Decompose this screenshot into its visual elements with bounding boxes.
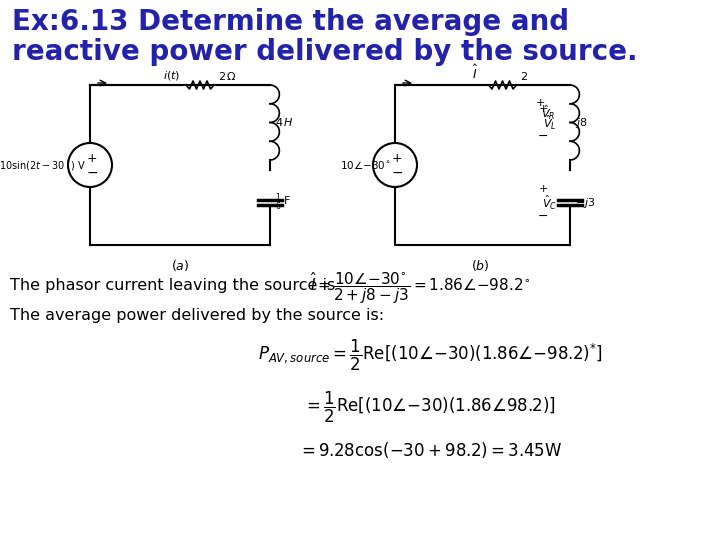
Text: Ex:6.13 Determine the average and: Ex:6.13 Determine the average and [12, 8, 569, 36]
Text: $\hat{I} = \dfrac{10\angle{-30^{\circ}}}{2 + j8 - j3} = 1.86\angle{-98.2^{\circ}: $\hat{I} = \dfrac{10\angle{-30^{\circ}}}… [310, 270, 530, 306]
Text: +: + [86, 152, 97, 165]
Text: $4\,H$: $4\,H$ [275, 117, 294, 129]
Text: +: + [539, 104, 548, 113]
Text: $(a)$: $(a)$ [171, 258, 189, 273]
Text: reactive power delivered by the source.: reactive power delivered by the source. [12, 38, 638, 66]
Text: $10\sin(2t-30^\circ)$ V: $10\sin(2t-30^\circ)$ V [0, 159, 86, 172]
Text: −: − [391, 166, 402, 180]
Text: $\hat{V}_C$: $\hat{V}_C$ [542, 193, 557, 212]
Text: $= 9.28\cos(-30 + 98.2) = 3.45\mathrm{W}$: $= 9.28\cos(-30 + 98.2) = 3.45\mathrm{W}… [298, 440, 562, 460]
Text: −: − [86, 166, 98, 180]
Text: +: + [392, 152, 402, 165]
Text: −: − [538, 210, 548, 223]
Text: $2$: $2$ [521, 70, 528, 82]
Text: $\hat{I}$: $\hat{I}$ [472, 64, 477, 82]
Text: +: + [539, 184, 548, 193]
Text: $= \dfrac{1}{2}\mathrm{Re}\left[(10\angle{-30})(1.86\angle{98.2})\right]$: $= \dfrac{1}{2}\mathrm{Re}\left[(10\angl… [303, 390, 557, 425]
Text: $(b)$: $(b)$ [471, 258, 490, 273]
Text: The phasor current leaving the source is: The phasor current leaving the source is [10, 278, 336, 293]
Text: The average power delivered by the source is:: The average power delivered by the sourc… [10, 308, 384, 323]
Text: $\hat{V}_R$: $\hat{V}_R$ [541, 104, 555, 122]
Text: $\hat{V}_L$: $\hat{V}_L$ [543, 113, 557, 132]
Text: $P_{AV,source} = \dfrac{1}{2}\mathrm{Re}\left[(10\angle{-30})(1.86\angle{-98.2}): $P_{AV,source} = \dfrac{1}{2}\mathrm{Re}… [258, 338, 603, 373]
Text: +: + [535, 98, 545, 108]
Text: $2\,\Omega$: $2\,\Omega$ [218, 70, 237, 82]
Text: $i(t)$: $i(t)$ [163, 69, 181, 82]
Text: $-j3$: $-j3$ [575, 195, 595, 210]
Text: $j8$: $j8$ [575, 116, 588, 130]
Text: $10\angle{-30^\circ}$: $10\angle{-30^\circ}$ [340, 159, 391, 171]
Text: $\frac{1}{6}\,\mathrm{F}$: $\frac{1}{6}\,\mathrm{F}$ [275, 192, 291, 213]
Text: −: − [538, 130, 548, 143]
